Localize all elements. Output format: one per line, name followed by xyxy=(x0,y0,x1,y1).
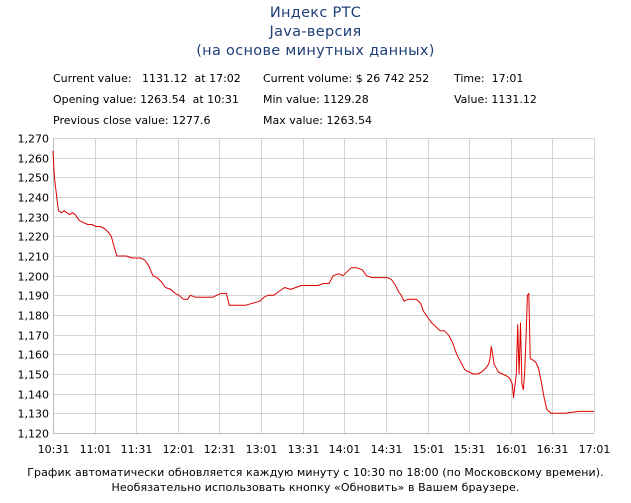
x-tick-label: 12:01 xyxy=(163,443,195,456)
x-tick-label: 15:31 xyxy=(454,443,486,456)
x-tick-label: 14:31 xyxy=(371,443,403,456)
footer-line-refresh: Необязательно использовать кнопку «Обнов… xyxy=(111,481,520,494)
title-line-basis: (на основе минутных данных) xyxy=(196,43,435,59)
x-tick-label: 11:31 xyxy=(121,443,153,456)
x-tick-label: 16:01 xyxy=(496,443,528,456)
y-tick-label: 1,140 xyxy=(18,389,50,402)
opening-value-text: Opening value: 1263.54 at 10:31 xyxy=(53,93,239,106)
max-value-text: Max value: 1263.54 xyxy=(263,114,372,127)
previous-close-text: Previous close value: 1277.6 xyxy=(53,114,211,127)
y-tick-label: 1,260 xyxy=(18,153,50,166)
chart-title: Индекс РТС Java-версия (на основе минутн… xyxy=(0,4,631,61)
footer-note: График автоматически обновляется каждую … xyxy=(0,465,631,495)
y-tick-label: 1,230 xyxy=(18,212,50,225)
y-tick-label: 1,220 xyxy=(18,231,50,244)
y-tick-label: 1,270 xyxy=(18,133,50,146)
rts-index-chart: 1,120 1,130 1,140 1,150 1,160 1,170 1,180 1,190… xyxy=(18,133,611,457)
min-value-text: Min value: 1129.28 xyxy=(263,93,369,106)
y-tick-label: 1,180 xyxy=(18,310,50,323)
y-tick-label: 1,250 xyxy=(18,172,50,185)
title-line-version: Java-версия xyxy=(269,24,362,40)
y-tick-label: 1,240 xyxy=(18,192,50,205)
x-tick-label: 12:31 xyxy=(204,443,236,456)
footer-line-update: График автоматически обновляется каждую … xyxy=(27,466,604,479)
time-text: Time: 17:01 xyxy=(454,72,524,85)
x-tick-label: 17:01 xyxy=(579,443,611,456)
title-line-index: Индекс РТС xyxy=(269,5,362,21)
x-tick-label: 10:31 xyxy=(38,443,70,456)
x-tick-label: 13:01 xyxy=(246,443,278,456)
y-tick-label: 1,200 xyxy=(18,271,50,284)
y-tick-label: 1,170 xyxy=(18,330,50,343)
y-tick-label: 1,160 xyxy=(18,349,50,362)
current-value-text: Current value: 1131.12 at 17:02 xyxy=(53,72,241,85)
series-line-0 xyxy=(52,150,594,414)
y-tick-label: 1,130 xyxy=(18,408,50,421)
x-tick-label: 16:31 xyxy=(537,443,569,456)
y-tick-label: 1,190 xyxy=(18,290,50,303)
y-tick-label: 1,120 xyxy=(18,428,50,441)
value-text: Value: 1131.12 xyxy=(454,93,537,106)
y-tick-label: 1,210 xyxy=(18,251,50,264)
y-tick-label: 1,150 xyxy=(18,369,50,382)
x-tick-label: 15:01 xyxy=(413,443,445,456)
current-volume-text: Current volume: $ 26 742 252 xyxy=(263,72,430,85)
x-tick-label: 14:01 xyxy=(329,443,361,456)
x-tick-label: 11:01 xyxy=(80,443,112,456)
x-tick-label: 13:31 xyxy=(288,443,320,456)
